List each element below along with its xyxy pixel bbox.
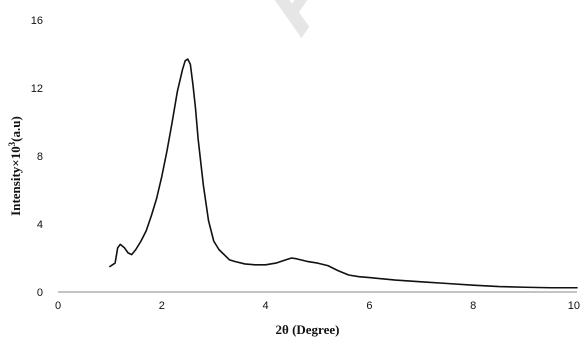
series-line: [109, 58, 578, 289]
x-tick-label: 6: [366, 300, 372, 312]
y-tick-label: 8: [37, 151, 43, 163]
x-tick-label: 0: [55, 300, 61, 312]
y-axis-title-unit: (a.u): [8, 116, 23, 142]
y-tick-label: 4: [37, 219, 43, 231]
y-axis-title-superscript: 3: [7, 141, 17, 146]
watermark-logo: A: [230, 0, 357, 52]
svg-text:A: A: [230, 0, 357, 52]
y-tick-label: 0: [37, 287, 43, 299]
y-axis-ticks: 0 4 8 12 16: [31, 15, 43, 299]
y-tick-label: 16: [31, 15, 43, 27]
y-tick-label: 12: [31, 83, 43, 95]
y-axis-title-main: Intensity×10: [8, 146, 23, 216]
x-tick-label: 10: [568, 300, 580, 312]
x-tick-label: 2: [159, 300, 165, 312]
x-tick-label: 4: [263, 300, 269, 312]
x-tick-label: 8: [470, 300, 476, 312]
y-axis-title: Intensity×103(a.u): [7, 116, 23, 216]
x-axis-ticks: 0 2 4 6 8 10: [55, 300, 580, 312]
x-axis-title: 2θ (Degree): [276, 322, 340, 337]
